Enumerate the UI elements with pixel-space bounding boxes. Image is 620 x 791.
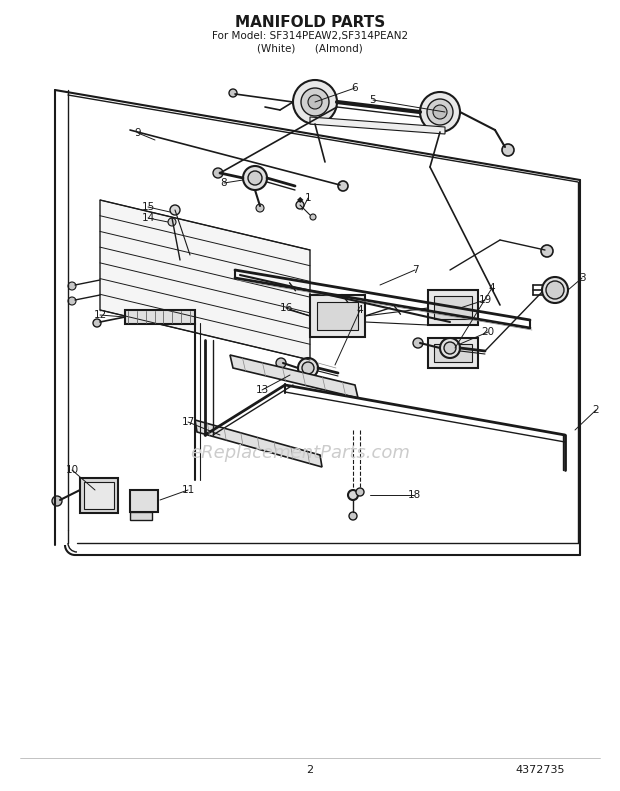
Circle shape [68, 297, 76, 305]
Bar [125, 310, 195, 324]
Text: eReplacementParts.com: eReplacementParts.com [190, 444, 410, 462]
Circle shape [298, 358, 318, 378]
Circle shape [413, 338, 423, 348]
Text: 19: 19 [479, 295, 492, 305]
Circle shape [310, 214, 316, 220]
Circle shape [302, 362, 314, 374]
Circle shape [444, 342, 456, 354]
Text: 6: 6 [352, 83, 358, 93]
Circle shape [440, 338, 460, 358]
Circle shape [229, 89, 237, 97]
Circle shape [296, 201, 304, 209]
Circle shape [427, 99, 453, 125]
Bar [130, 490, 158, 512]
Text: 2: 2 [593, 405, 600, 415]
Circle shape [293, 80, 337, 124]
Circle shape [68, 282, 76, 290]
Text: 10: 10 [66, 465, 79, 475]
Text: 14: 14 [141, 213, 154, 223]
Text: 11: 11 [182, 485, 195, 495]
Circle shape [349, 512, 357, 520]
Text: 13: 13 [255, 385, 268, 395]
Circle shape [93, 319, 101, 327]
Text: For Model: SF314PEAW2,SF314PEAN2: For Model: SF314PEAW2,SF314PEAN2 [212, 31, 408, 41]
Circle shape [213, 168, 223, 178]
Text: (White)      (Almond): (White) (Almond) [257, 43, 363, 53]
Circle shape [356, 488, 364, 496]
Text: 3: 3 [578, 273, 585, 283]
Circle shape [338, 181, 348, 191]
Text: 9: 9 [135, 128, 141, 138]
Circle shape [301, 88, 329, 116]
Bar [428, 338, 478, 368]
Text: 2: 2 [306, 765, 314, 775]
Bar [317, 302, 358, 330]
Bar [130, 512, 152, 520]
Circle shape [168, 218, 176, 226]
Text: 7: 7 [412, 265, 418, 275]
Text: 15: 15 [141, 202, 154, 212]
Polygon shape [100, 200, 310, 360]
Circle shape [348, 490, 358, 500]
Circle shape [256, 204, 264, 212]
Bar [434, 296, 472, 319]
Text: 4372735: 4372735 [515, 765, 565, 775]
Text: 12: 12 [94, 310, 107, 320]
Text: 1: 1 [304, 193, 311, 203]
Text: 16: 16 [280, 303, 293, 313]
Circle shape [170, 205, 180, 215]
Polygon shape [230, 355, 358, 398]
Bar [434, 344, 472, 362]
Text: 17: 17 [182, 417, 195, 427]
Text: ◆: ◆ [297, 195, 303, 205]
Text: 18: 18 [407, 490, 420, 500]
Circle shape [542, 277, 568, 303]
Text: 5: 5 [370, 95, 376, 105]
Polygon shape [310, 117, 445, 134]
Text: MANIFOLD PARTS: MANIFOLD PARTS [235, 14, 385, 29]
Circle shape [420, 92, 460, 132]
Circle shape [243, 166, 267, 190]
Bar [428, 290, 478, 325]
Circle shape [308, 95, 322, 109]
Text: 8: 8 [221, 178, 228, 188]
Text: 4: 4 [489, 283, 495, 293]
Circle shape [541, 245, 553, 257]
Circle shape [546, 281, 564, 299]
Polygon shape [195, 420, 322, 467]
Circle shape [276, 358, 286, 368]
Bar [310, 295, 365, 337]
Text: 20: 20 [482, 327, 495, 337]
Bar [84, 482, 114, 509]
Text: 4: 4 [356, 305, 363, 315]
Circle shape [433, 105, 447, 119]
Circle shape [52, 496, 62, 506]
Circle shape [502, 144, 514, 156]
Bar [80, 478, 118, 513]
Circle shape [248, 171, 262, 185]
